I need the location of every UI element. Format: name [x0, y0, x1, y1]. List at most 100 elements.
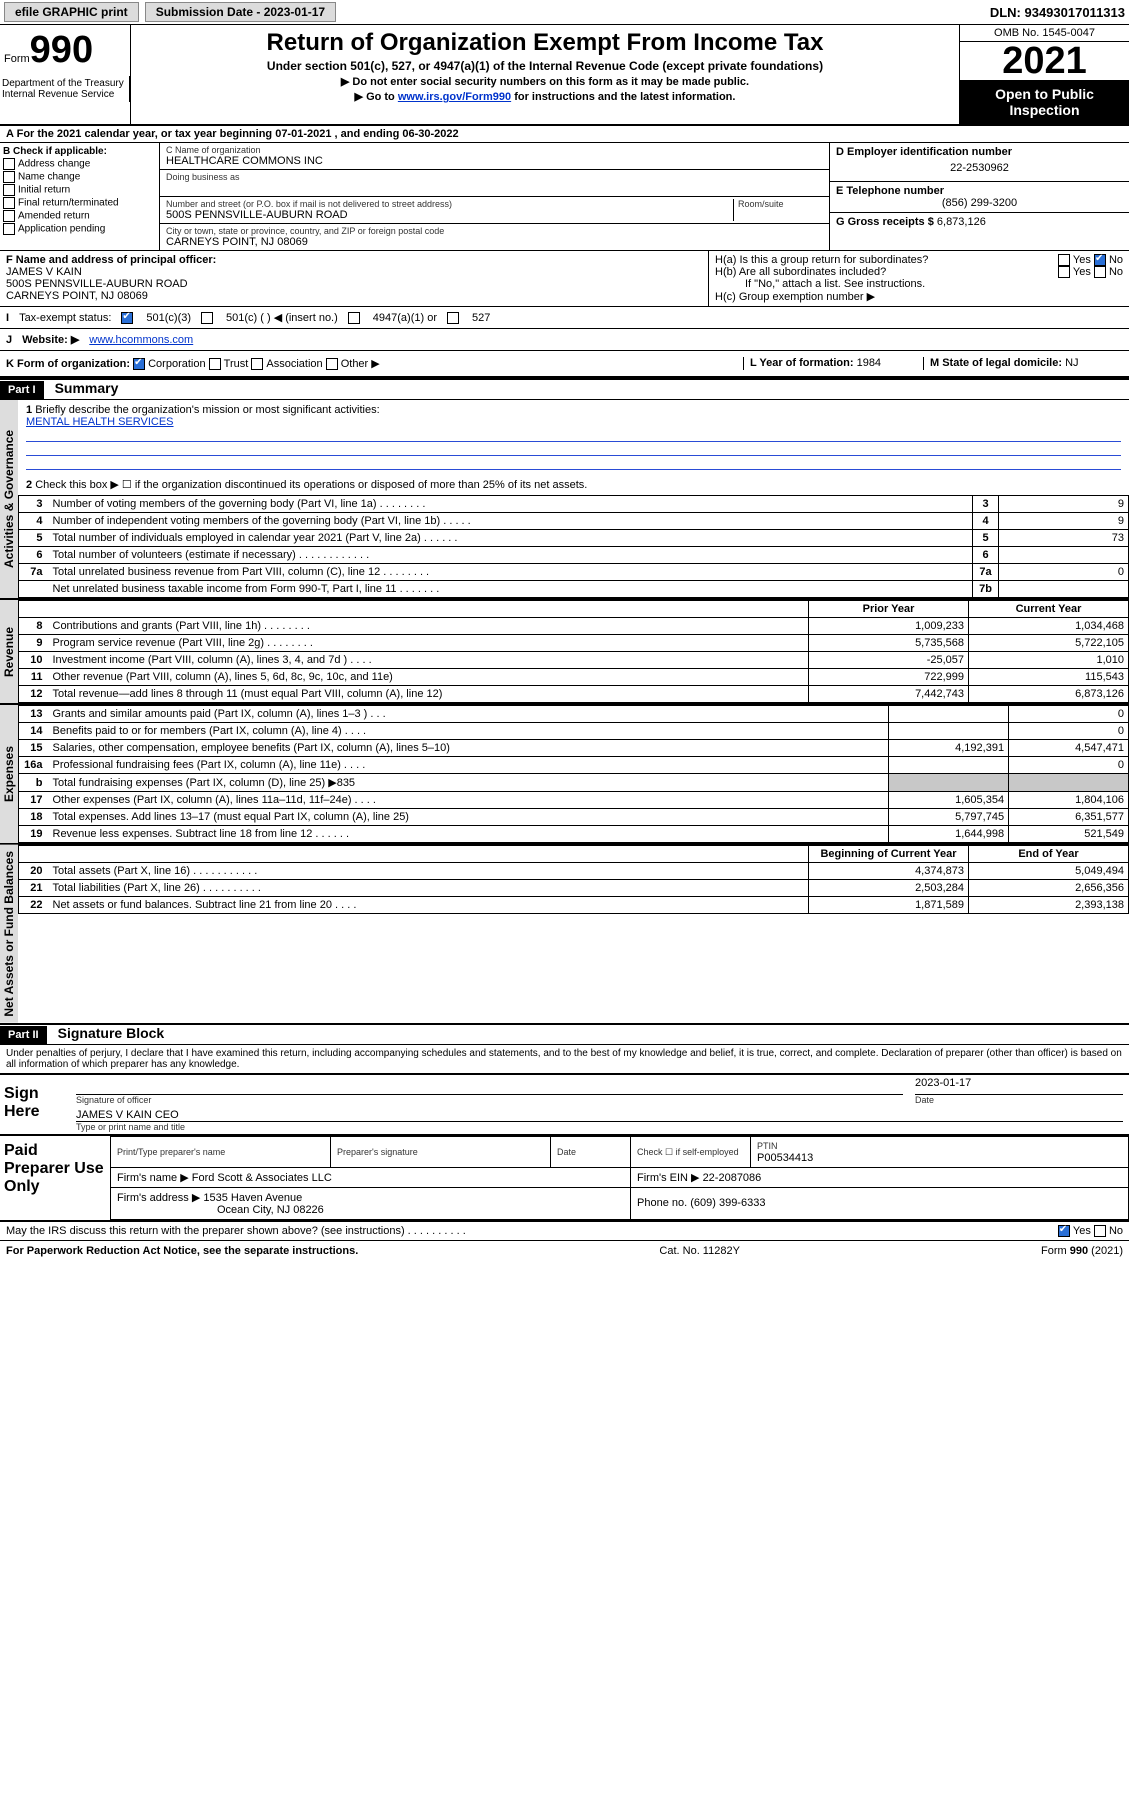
vert-revenue: Revenue	[0, 600, 18, 703]
part1-body: Activities & Governance 1 Briefly descri…	[0, 400, 1129, 598]
expenses-table: 13Grants and similar amounts paid (Part …	[18, 705, 1129, 843]
chk-527[interactable]	[447, 312, 459, 324]
dln-label: DLN: 93493017011313	[990, 5, 1125, 20]
chk-initial[interactable]: Initial return	[3, 184, 156, 196]
right-block: OMB No. 1545-0047 2021 Open to Public In…	[959, 25, 1129, 124]
l-value: 1984	[857, 357, 881, 369]
discuss-no[interactable]	[1094, 1225, 1106, 1237]
sections-fh: F Name and address of principal officer:…	[0, 251, 1129, 307]
h-a: H(a) Is this a group return for subordin…	[715, 254, 928, 266]
j-label: Website: ▶	[22, 333, 79, 346]
name-label: C Name of organization	[166, 145, 823, 155]
form-prefix: Form	[4, 53, 30, 65]
subtitle-2: ▶ Do not enter social security numbers o…	[139, 75, 951, 88]
website-link[interactable]: www.hcommons.com	[89, 334, 193, 346]
submission-date-button[interactable]: Submission Date - 2023-01-17	[145, 2, 336, 22]
officer-name: JAMES V KAIN	[6, 266, 702, 278]
netassets-table: Beginning of Current YearEnd of Year20To…	[18, 845, 1129, 914]
room-label: Room/suite	[738, 199, 823, 209]
chk-4947[interactable]	[348, 312, 360, 324]
h-b-note: If "No," attach a list. See instructions…	[715, 278, 1123, 290]
phone-value: (856) 299-3200	[836, 197, 1123, 209]
i-label: Tax-exempt status:	[19, 312, 111, 324]
discuss-q: May the IRS discuss this return with the…	[6, 1225, 466, 1237]
sign-here-label: Sign Here	[0, 1075, 70, 1134]
page-footer: For Paperwork Reduction Act Notice, see …	[0, 1240, 1129, 1261]
gross-label: G Gross receipts $	[836, 216, 934, 228]
phone-label: E Telephone number	[836, 185, 1123, 197]
part1-header: Part I Summary	[0, 378, 1129, 400]
section-c: C Name of organization HEALTHCARE COMMON…	[160, 143, 829, 250]
section-b-label: B Check if applicable:	[3, 146, 156, 157]
section-a: A For the 2021 calendar year, or tax yea…	[0, 126, 1129, 143]
dept-block: Department of the Treasury Internal Reve…	[0, 76, 130, 102]
chk-final[interactable]: Final return/terminated	[3, 197, 156, 209]
vert-netassets: Net Assets or Fund Balances	[0, 845, 18, 1023]
vert-governance: Activities & Governance	[0, 400, 18, 598]
pra-notice: For Paperwork Reduction Act Notice, see …	[6, 1245, 358, 1257]
chk-amended[interactable]: Amended return	[3, 210, 156, 222]
part2-header: Part II Signature Block	[0, 1023, 1129, 1045]
h-b: H(b) Are all subordinates included?	[715, 266, 886, 278]
tax-year: 2021	[960, 42, 1129, 80]
title-block: Return of Organization Exempt From Incom…	[131, 25, 959, 124]
form-id-block: Form990	[0, 25, 130, 76]
form-number: 990	[30, 29, 93, 71]
discuss-row: May the IRS discuss this return with the…	[0, 1222, 1129, 1240]
firm-addr2: Ocean City, NJ 08226	[217, 1204, 324, 1216]
org-addr: 500S PENNSVILLE-AUBURN ROAD	[166, 209, 733, 221]
paid-preparer-label: Paid Preparer Use Only	[0, 1136, 110, 1220]
tax-year-line: For the 2021 calendar year, or tax year …	[17, 128, 459, 140]
irs-link[interactable]: www.irs.gov/Form990	[398, 91, 511, 103]
officer-addr: 500S PENNSVILLE-AUBURN ROAD	[6, 278, 702, 290]
dept-treasury: Department of the Treasury	[2, 78, 127, 89]
dept-irs: Internal Revenue Service	[2, 89, 127, 100]
l-label: L Year of formation:	[750, 357, 854, 369]
netassets-section: Net Assets or Fund Balances Beginning of…	[0, 843, 1129, 1023]
ptin: P00534413	[757, 1152, 813, 1164]
chk-501c3[interactable]	[121, 312, 133, 324]
mission-link[interactable]: MENTAL HEALTH SERVICES	[26, 416, 174, 428]
section-b: B Check if applicable: Address change Na…	[0, 143, 160, 250]
sig-name-label: Type or print name and title	[76, 1122, 1123, 1132]
firm-ein: 22-2087086	[703, 1172, 762, 1184]
org-city: CARNEYS POINT, NJ 08069	[166, 236, 823, 248]
section-h: H(a) Is this a group return for subordin…	[709, 251, 1129, 306]
efile-button[interactable]: efile GRAPHIC print	[4, 2, 139, 22]
chk-name[interactable]: Name change	[3, 171, 156, 183]
chk-501c[interactable]	[201, 312, 213, 324]
chk-trust[interactable]	[209, 358, 221, 370]
sig-date-label: Date	[915, 1095, 1123, 1105]
vert-expenses: Expenses	[0, 705, 18, 843]
firm-name: Ford Scott & Associates LLC	[192, 1172, 332, 1184]
firm-phone: (609) 399-6333	[690, 1197, 765, 1209]
part1-title: Summary	[47, 377, 127, 399]
section-f-label: F Name and address of principal officer:	[6, 254, 702, 266]
k-label: K Form of organization:	[6, 358, 130, 370]
cat-no: Cat. No. 11282Y	[659, 1245, 740, 1257]
city-label: City or town, state or province, country…	[166, 226, 823, 236]
h-c: H(c) Group exemption number ▶	[715, 290, 1123, 303]
sig-of-officer: Signature of officer	[76, 1095, 903, 1105]
form-ref: Form 990 (2021)	[1041, 1245, 1123, 1257]
chk-address[interactable]: Address change	[3, 158, 156, 170]
chk-app-pending[interactable]: Application pending	[3, 223, 156, 235]
declaration: Under penalties of perjury, I declare th…	[0, 1045, 1129, 1073]
form-header: Form990 Department of the Treasury Inter…	[0, 25, 1129, 126]
addr-label: Number and street (or P.O. box if mail i…	[166, 199, 733, 209]
revenue-section: Revenue Prior YearCurrent Year8Contribut…	[0, 598, 1129, 703]
m-label: M State of legal domicile:	[930, 357, 1062, 369]
top-bar: efile GRAPHIC print Submission Date - 20…	[0, 0, 1129, 25]
governance-table: 3Number of voting members of the governi…	[18, 495, 1129, 598]
officer-city: CARNEYS POINT, NJ 08069	[6, 290, 702, 302]
sig-name: JAMES V KAIN CEO	[76, 1109, 1123, 1122]
chk-other[interactable]	[326, 358, 338, 370]
sections-ij: I Tax-exempt status: 501(c)(3) 501(c) ( …	[0, 307, 1129, 351]
subtitle-1: Under section 501(c), 527, or 4947(a)(1)…	[139, 59, 951, 73]
chk-corp[interactable]	[133, 358, 145, 370]
part1-badge: Part I	[0, 381, 44, 399]
revenue-table: Prior YearCurrent Year8Contributions and…	[18, 600, 1129, 703]
q1: Briefly describe the organization's miss…	[35, 404, 379, 416]
chk-assoc[interactable]	[251, 358, 263, 370]
discuss-yes[interactable]	[1058, 1225, 1070, 1237]
